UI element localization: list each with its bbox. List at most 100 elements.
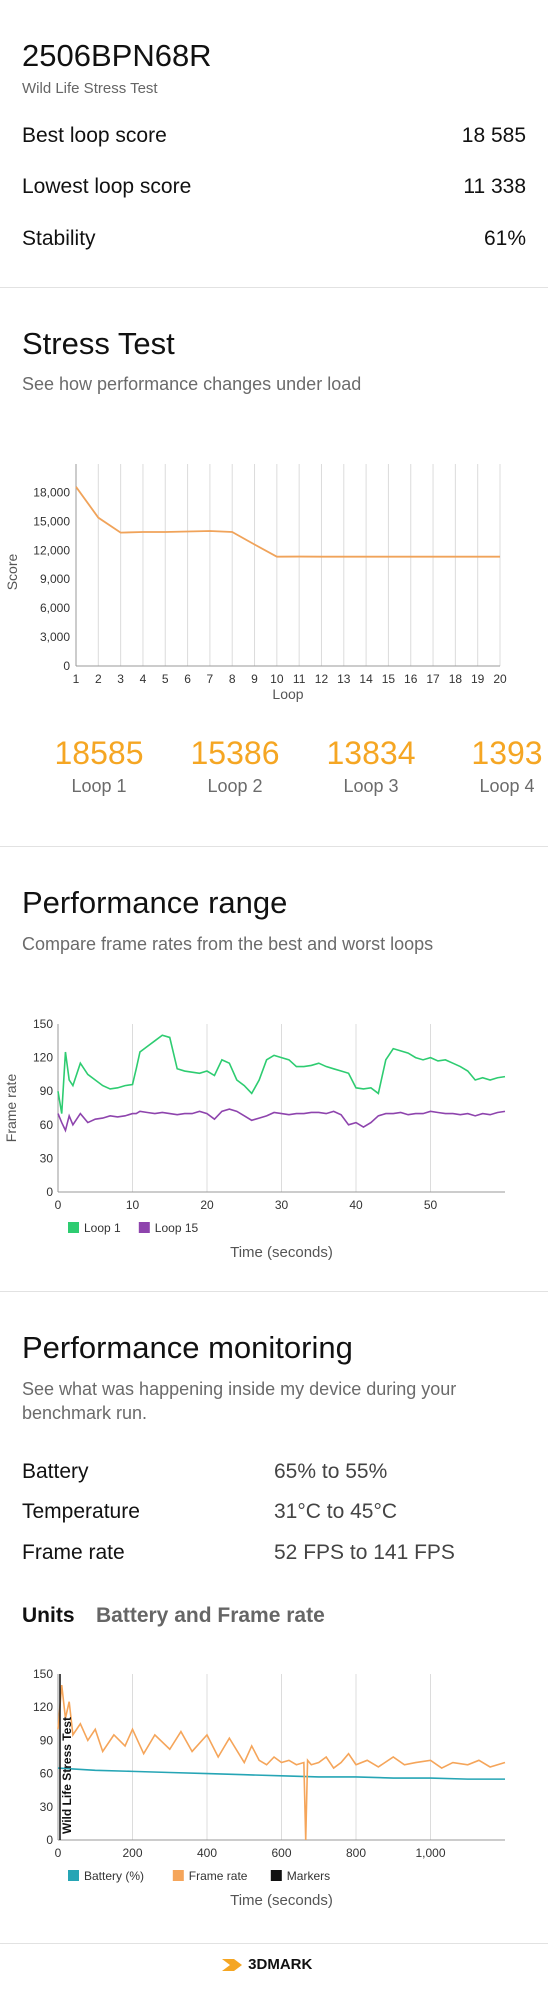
y-tick-label: 120	[33, 1051, 53, 1065]
y-tick-label: 60	[40, 1118, 54, 1132]
y-tick-label: 9,000	[40, 572, 70, 586]
x-tick-label: 19	[471, 672, 485, 686]
performance-range-chart: 0 10 20 30 40 50 0 30 60 90 120 150 Loop 1 Loop 15 Tim…	[3, 1017, 506, 1261]
x-tick-label: 600	[271, 1846, 291, 1860]
frame-rate-value: 52 FPS to 141 FPS	[274, 1541, 455, 1564]
y-tick-label: 90	[40, 1733, 54, 1747]
y-tick-label: 60	[40, 1767, 54, 1781]
stress-test-chart: 1 2 3 4 5 6 7 8 9 10 11 12 13 14 15 16 17 18 19 2003,0006,0…	[4, 464, 507, 702]
loop-score-card[interactable]: 13834 Loop 3	[316, 735, 426, 797]
x-tick-label: 20	[493, 672, 507, 686]
x-tick-label: 18	[449, 672, 463, 686]
y-tick-label: 0	[46, 1185, 53, 1199]
y-tick-label: 90	[40, 1084, 54, 1098]
x-tick-label: 16	[404, 672, 418, 686]
y-tick-label: 30	[40, 1151, 54, 1165]
y-tick-label: 0	[46, 1833, 53, 1847]
y-tick-label: 0	[63, 659, 70, 673]
legend-label: Loop 15	[155, 1221, 199, 1235]
loop-score-value: 15386	[190, 735, 280, 771]
y-tick-label: 6,000	[40, 601, 70, 615]
stability-label: Stability	[22, 227, 96, 250]
legend-swatch	[138, 1222, 150, 1233]
x-tick-label: 4	[140, 672, 147, 686]
loop-score-card[interactable]: 18585 Loop 1	[44, 735, 154, 797]
legend-label: Battery (%)	[84, 1869, 144, 1883]
x-tick-label: 200	[122, 1846, 142, 1860]
performance-monitoring-title: Performance monitoring	[22, 1330, 353, 1365]
x-tick-label: 9	[251, 672, 258, 686]
legend-swatch	[68, 1222, 79, 1233]
x-tick-label: 1	[73, 672, 80, 686]
x-tick-label: 400	[197, 1846, 217, 1860]
performance-monitoring-chart: 0 200 400 600 800 1,000 0 30 60 90 120 150 Battery (…	[33, 1667, 506, 1909]
legend-swatch	[68, 1870, 79, 1881]
y-tick-label: 3,000	[40, 630, 70, 644]
x-tick-label: 10	[126, 1198, 140, 1212]
divider	[0, 1291, 548, 1292]
x-tick-label: 0	[55, 1198, 62, 1212]
y-tick-label: 120	[33, 1700, 53, 1714]
lowest-loop-label: Lowest loop score	[22, 175, 192, 198]
legend-label: Frame rate	[189, 1869, 248, 1883]
x-tick-label: 11	[293, 672, 306, 686]
3dmark-logo-text: 3DMARK	[248, 1955, 313, 1973]
y-tick-label: 12,000	[33, 543, 70, 557]
x-axis-label: Time (seconds)	[230, 1244, 333, 1261]
x-tick-label: 800	[346, 1846, 366, 1860]
marker-annotation: Wild Life Stress Test	[60, 1717, 74, 1834]
series-line	[57, 1684, 506, 1841]
loop-score-value: 13834	[326, 735, 416, 771]
units-selector[interactable]: Battery and Frame rate	[96, 1604, 325, 1627]
x-tick-label: 14	[359, 672, 373, 686]
performance-monitoring-subtitle: See what was happening inside my device …	[22, 1379, 457, 1423]
stress-test-title: Stress Test	[22, 326, 175, 361]
loop-score-value: 1393	[471, 735, 543, 771]
performance-range-title: Performance range	[22, 885, 288, 920]
y-tick-label: 15,000	[33, 514, 70, 528]
x-tick-label: 50	[424, 1198, 438, 1212]
legend-label: Loop 1	[84, 1221, 121, 1235]
y-axis-label: Score	[4, 554, 20, 591]
stability-value: 61%	[483, 227, 526, 250]
loop-score-label: Loop 3	[343, 776, 399, 796]
best-loop-label: Best loop score	[22, 124, 167, 147]
temperature-value: 31°C to 45°C	[274, 1500, 398, 1523]
divider	[0, 287, 548, 288]
performance-range-subtitle: Compare frame rates from the best and wo…	[22, 934, 434, 954]
series-line	[57, 1034, 506, 1114]
x-tick-label: 17	[426, 672, 440, 686]
battery-value: 65% to 55%	[274, 1460, 388, 1483]
loop-score-label: Loop 2	[207, 776, 263, 796]
y-tick-label: 150	[33, 1667, 53, 1681]
loop-score-label: Loop 1	[71, 776, 127, 796]
x-tick-label: 13	[337, 672, 351, 686]
lowest-loop-value: 11 338	[463, 175, 526, 198]
x-tick-label: 40	[349, 1198, 363, 1212]
series-line	[57, 1108, 506, 1133]
x-tick-label: 1,000	[415, 1846, 445, 1860]
loop-score-card[interactable]: 1393 Loop 4	[452, 735, 548, 797]
loop-score-label: Loop 4	[479, 776, 535, 796]
frame-rate-label: Frame rate	[22, 1541, 125, 1564]
x-tick-label: 3	[117, 672, 124, 686]
x-tick-label: 12	[315, 672, 329, 686]
x-tick-label: 7	[207, 672, 214, 686]
legend-swatch	[172, 1870, 184, 1881]
x-tick-label: 2	[95, 672, 102, 686]
x-tick-label: 10	[270, 672, 284, 686]
3dmark-logo-icon	[222, 1959, 242, 1971]
stress-test-subtitle: See how performance changes under load	[22, 374, 362, 394]
legend-swatch	[270, 1870, 282, 1881]
x-tick-label: 8	[229, 672, 236, 686]
y-tick-label: 18,000	[33, 485, 70, 499]
battery-label: Battery	[22, 1460, 89, 1483]
test-name: Wild Life Stress Test	[22, 80, 158, 97]
3dmark-logo: 3DMARK	[220, 1955, 312, 1975]
series-line	[57, 1767, 505, 1780]
loop-score-card[interactable]: 15386 Loop 2	[180, 735, 290, 797]
x-axis-label: Loop	[272, 686, 303, 702]
loop-scores-carousel[interactable]: 18585 Loop 1 15386 Loop 2 13834 Loop 3 1…	[0, 735, 548, 805]
temperature-label: Temperature	[22, 1500, 140, 1523]
y-tick-label: 30	[40, 1800, 54, 1814]
